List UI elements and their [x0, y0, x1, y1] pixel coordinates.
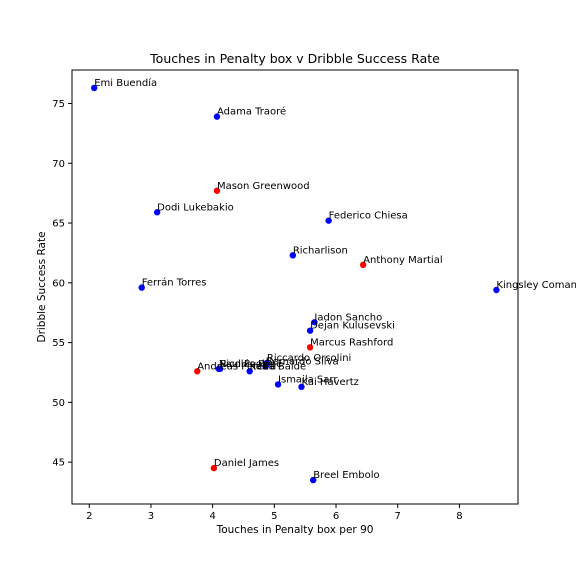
data-point — [289, 252, 297, 259]
data-point-label: Ferrán Torres — [142, 277, 207, 289]
data-point-label: Paul Pogba — [220, 359, 275, 370]
data-point — [213, 187, 221, 194]
data-point-label: Riccardo Orsolini — [267, 353, 351, 364]
data-point-label: Andreas Pereira — [197, 361, 276, 372]
y-tick-label: 65 — [52, 219, 65, 230]
y-tick-label: 55 — [52, 338, 65, 349]
data-point-label: Federico Chiesa — [329, 211, 408, 222]
data-point — [138, 284, 145, 291]
data-point — [91, 84, 98, 92]
chart-title: Touches in Penalty box v Dribble Success… — [149, 51, 440, 66]
data-point — [306, 344, 314, 351]
y-tick-label: 75 — [52, 99, 65, 110]
data-point-label: Richarlison — [293, 245, 348, 256]
data-point-label: Bernardo Silva — [266, 357, 339, 368]
y-axis-label: Dribble Success Rate — [36, 231, 48, 342]
data-point — [194, 368, 201, 375]
data-point-label: Kai Havertz — [301, 377, 358, 388]
x-tick-label: 8 — [456, 511, 462, 522]
data-point-label: Ismaila Sarr — [278, 374, 338, 385]
data-point-label: Emi Buendía — [94, 77, 157, 89]
x-tick-label: 6 — [333, 511, 339, 522]
data-point-label: Kingsley Coman — [496, 280, 576, 291]
x-tick-label: 7 — [395, 511, 401, 522]
data-point — [306, 327, 314, 334]
data-point-label: Adama Traoré — [217, 106, 286, 118]
y-axis: 45 50 55 60 65 70 75 — [52, 99, 72, 469]
x-tick-label: 2 — [86, 511, 92, 522]
data-point — [210, 464, 218, 472]
y-tick-label: 60 — [52, 278, 65, 289]
data-point-label: Keita Baldé — [250, 360, 306, 372]
data-point-label: Nicolás Pépé — [219, 358, 283, 370]
data-point-label: Marcus Rashford — [310, 337, 393, 348]
x-tick-label: 4 — [209, 511, 215, 522]
x-tick-label: 3 — [148, 511, 154, 522]
x-axis: 2 3 4 5 6 7 8 — [86, 504, 463, 522]
data-point — [213, 113, 221, 120]
data-point-label: Daniel James — [214, 458, 279, 469]
data-point-label: Mason Greenwood — [217, 181, 310, 192]
data-point — [246, 368, 253, 375]
data-point — [216, 365, 224, 373]
data-point-label: Dodi Lukebakio — [157, 202, 234, 213]
y-tick-label: 50 — [52, 398, 65, 409]
data-point — [325, 217, 332, 224]
data-point — [274, 381, 282, 388]
data-point — [298, 383, 305, 391]
data-point-label: Breel Embolo — [313, 470, 379, 481]
data-point — [262, 363, 269, 370]
data-point — [493, 286, 500, 294]
y-tick-label: 45 — [52, 458, 65, 469]
data-point-label: Jadon Sancho — [313, 312, 382, 323]
data-point-label: Dejan Kulusevski — [310, 321, 395, 332]
data-point — [359, 261, 367, 269]
data-point — [309, 476, 317, 484]
data-point-label: Anthony Martial — [363, 255, 442, 266]
data-point — [153, 209, 161, 216]
plot-frame — [71, 69, 519, 505]
plot-layer: Emi Buendía Adama Traoré Mason Greenwood Do… — [91, 77, 576, 484]
x-axis-label: Touches in Penalty box per 90 — [216, 524, 374, 536]
x-tick-label: 5 — [271, 511, 277, 522]
y-tick-label: 70 — [52, 159, 65, 170]
data-point — [311, 319, 318, 326]
